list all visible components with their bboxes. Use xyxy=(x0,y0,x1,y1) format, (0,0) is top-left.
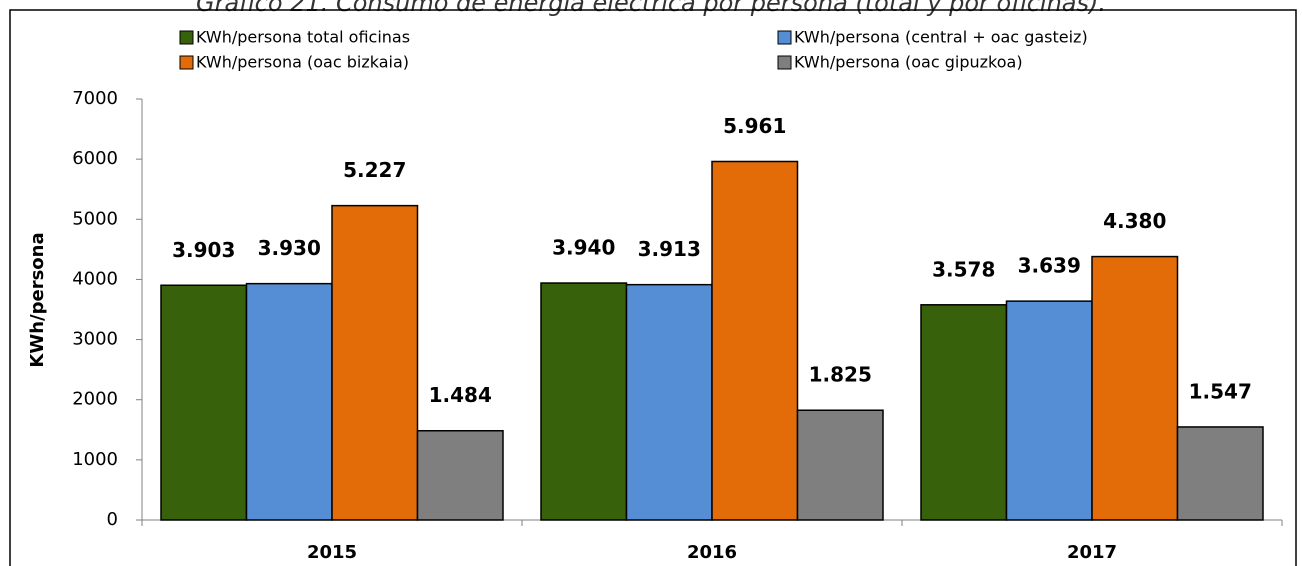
legend-label: KWh/persona total oficinas xyxy=(196,28,410,47)
legend-swatch xyxy=(179,30,194,45)
value-label: 3.903 xyxy=(172,238,235,262)
value-label: 4.380 xyxy=(1103,209,1166,233)
y-tick-label: 5000 xyxy=(72,208,118,229)
bar xyxy=(796,409,884,521)
y-tick-label: 3000 xyxy=(72,329,118,350)
value-label: 3.639 xyxy=(1018,254,1081,278)
bar xyxy=(160,284,248,521)
value-label: 5.227 xyxy=(343,158,406,182)
y-tick-label: 6000 xyxy=(72,148,118,169)
x-tick-label: 2015 xyxy=(307,542,357,563)
legend-label: KWh/persona (central + oac gasteiz) xyxy=(794,28,1088,47)
x-tick-label: 2016 xyxy=(687,542,737,563)
y-tick-label: 4000 xyxy=(72,268,118,289)
bar xyxy=(540,282,628,521)
bar xyxy=(1091,255,1179,521)
value-label: 1.547 xyxy=(1189,379,1252,403)
legend-label: KWh/persona (oac gipuzkoa) xyxy=(794,53,1023,72)
value-label: 1.825 xyxy=(809,363,872,387)
value-label: 5.961 xyxy=(723,114,786,138)
bar xyxy=(416,429,504,521)
bar xyxy=(625,283,713,521)
y-tick-label: 2000 xyxy=(72,389,118,410)
y-tick-label: 7000 xyxy=(72,88,118,109)
legend-swatch xyxy=(179,55,194,70)
value-label: 3.913 xyxy=(638,237,701,261)
legend-label: KWh/persona (oac bizkaia) xyxy=(196,53,409,72)
bar xyxy=(1005,300,1093,521)
bar xyxy=(245,282,333,521)
bar xyxy=(920,304,1008,521)
x-tick-label: 2017 xyxy=(1067,542,1117,563)
bar xyxy=(711,160,799,521)
legend-swatch xyxy=(777,30,792,45)
bar xyxy=(1176,426,1264,521)
y-axis-label: KWh/persona xyxy=(27,232,48,367)
y-tick-label: 0 xyxy=(107,509,118,530)
bar xyxy=(331,204,419,521)
value-label: 1.484 xyxy=(429,383,492,407)
y-tick-label: 1000 xyxy=(72,449,118,470)
value-label: 3.940 xyxy=(552,236,615,260)
legend-swatch xyxy=(777,55,792,70)
chart-frame xyxy=(9,9,1297,566)
value-label: 3.578 xyxy=(932,257,995,281)
chart-title: Gráfico 21. Consumo de energía eléctrica… xyxy=(196,0,1106,17)
value-label: 3.930 xyxy=(258,236,321,260)
